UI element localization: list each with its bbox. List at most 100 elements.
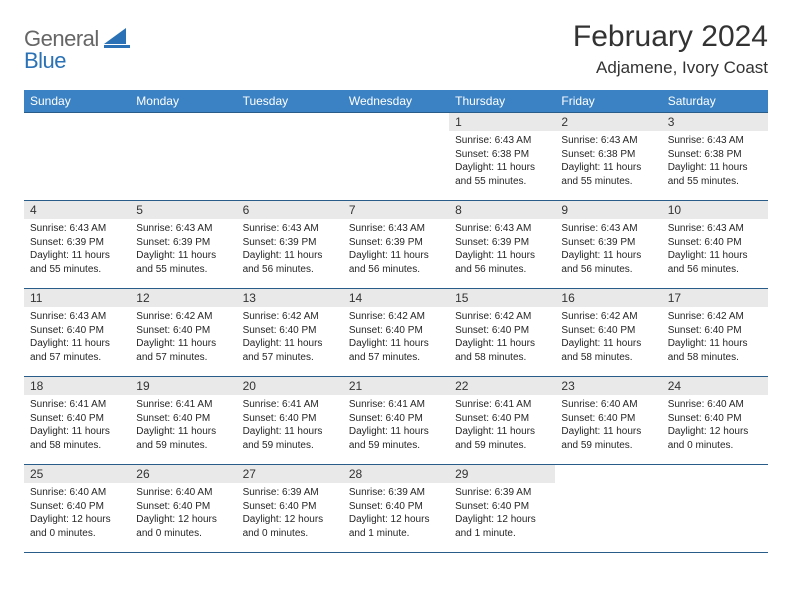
calendar-row: 18Sunrise: 6:41 AMSunset: 6:40 PMDayligh… — [24, 377, 768, 465]
day-body: Sunrise: 6:43 AMSunset: 6:39 PMDaylight:… — [555, 219, 661, 279]
day-number: 25 — [24, 465, 130, 483]
weekday-header: Friday — [555, 90, 661, 113]
day-body: Sunrise: 6:43 AMSunset: 6:39 PMDaylight:… — [24, 219, 130, 279]
day-number: 5 — [130, 201, 236, 219]
calendar-cell: 19Sunrise: 6:41 AMSunset: 6:40 PMDayligh… — [130, 377, 236, 465]
weekday-header: Sunday — [24, 90, 130, 113]
calendar-cell — [237, 113, 343, 201]
day-body: Sunrise: 6:40 AMSunset: 6:40 PMDaylight:… — [130, 483, 236, 543]
day-body — [237, 131, 343, 137]
day-number: 7 — [343, 201, 449, 219]
calendar-cell: 3Sunrise: 6:43 AMSunset: 6:38 PMDaylight… — [662, 113, 768, 201]
day-number: 12 — [130, 289, 236, 307]
day-body: Sunrise: 6:42 AMSunset: 6:40 PMDaylight:… — [343, 307, 449, 367]
day-body: Sunrise: 6:43 AMSunset: 6:39 PMDaylight:… — [343, 219, 449, 279]
day-number: 16 — [555, 289, 661, 307]
header: General Blue February 2024 Adjamene, Ivo… — [24, 20, 768, 78]
calendar-row: 25Sunrise: 6:40 AMSunset: 6:40 PMDayligh… — [24, 465, 768, 553]
calendar-row: 1Sunrise: 6:43 AMSunset: 6:38 PMDaylight… — [24, 113, 768, 201]
calendar-cell: 24Sunrise: 6:40 AMSunset: 6:40 PMDayligh… — [662, 377, 768, 465]
day-number — [662, 465, 768, 483]
day-body: Sunrise: 6:39 AMSunset: 6:40 PMDaylight:… — [343, 483, 449, 543]
brand-sail-icon — [104, 28, 130, 48]
day-body: Sunrise: 6:41 AMSunset: 6:40 PMDaylight:… — [237, 395, 343, 455]
day-number — [555, 465, 661, 483]
weekday-header-row: SundayMondayTuesdayWednesdayThursdayFrid… — [24, 90, 768, 113]
day-number: 6 — [237, 201, 343, 219]
day-number: 28 — [343, 465, 449, 483]
brand-word2: Blue — [24, 48, 66, 73]
day-body: Sunrise: 6:43 AMSunset: 6:40 PMDaylight:… — [662, 219, 768, 279]
brand-text: General Blue — [24, 26, 130, 78]
day-body: Sunrise: 6:43 AMSunset: 6:39 PMDaylight:… — [449, 219, 555, 279]
weekday-header: Wednesday — [343, 90, 449, 113]
calendar-cell: 2Sunrise: 6:43 AMSunset: 6:38 PMDaylight… — [555, 113, 661, 201]
calendar-cell: 12Sunrise: 6:42 AMSunset: 6:40 PMDayligh… — [130, 289, 236, 377]
day-number: 9 — [555, 201, 661, 219]
day-body: Sunrise: 6:41 AMSunset: 6:40 PMDaylight:… — [449, 395, 555, 455]
day-number: 10 — [662, 201, 768, 219]
calendar-cell: 1Sunrise: 6:43 AMSunset: 6:38 PMDaylight… — [449, 113, 555, 201]
day-number: 26 — [130, 465, 236, 483]
day-number: 8 — [449, 201, 555, 219]
day-number — [237, 113, 343, 131]
day-number — [24, 113, 130, 131]
day-body — [555, 483, 661, 489]
day-number: 11 — [24, 289, 130, 307]
calendar-row: 11Sunrise: 6:43 AMSunset: 6:40 PMDayligh… — [24, 289, 768, 377]
calendar-cell — [555, 465, 661, 553]
day-body: Sunrise: 6:43 AMSunset: 6:39 PMDaylight:… — [130, 219, 236, 279]
weekday-header: Thursday — [449, 90, 555, 113]
title-block: February 2024 Adjamene, Ivory Coast — [573, 20, 768, 78]
day-body — [662, 483, 768, 489]
weekday-header: Monday — [130, 90, 236, 113]
day-number: 27 — [237, 465, 343, 483]
calendar-table: SundayMondayTuesdayWednesdayThursdayFrid… — [24, 90, 768, 553]
calendar-cell: 4Sunrise: 6:43 AMSunset: 6:39 PMDaylight… — [24, 201, 130, 289]
calendar-cell — [662, 465, 768, 553]
day-number: 29 — [449, 465, 555, 483]
day-number: 22 — [449, 377, 555, 395]
calendar-cell: 8Sunrise: 6:43 AMSunset: 6:39 PMDaylight… — [449, 201, 555, 289]
weekday-header: Saturday — [662, 90, 768, 113]
calendar-cell: 28Sunrise: 6:39 AMSunset: 6:40 PMDayligh… — [343, 465, 449, 553]
day-number: 21 — [343, 377, 449, 395]
day-number: 14 — [343, 289, 449, 307]
day-body: Sunrise: 6:42 AMSunset: 6:40 PMDaylight:… — [555, 307, 661, 367]
brand-logo: General Blue — [24, 20, 130, 78]
calendar-cell: 20Sunrise: 6:41 AMSunset: 6:40 PMDayligh… — [237, 377, 343, 465]
day-number: 1 — [449, 113, 555, 131]
calendar-cell: 16Sunrise: 6:42 AMSunset: 6:40 PMDayligh… — [555, 289, 661, 377]
calendar-cell: 18Sunrise: 6:41 AMSunset: 6:40 PMDayligh… — [24, 377, 130, 465]
day-body — [130, 131, 236, 137]
day-body: Sunrise: 6:40 AMSunset: 6:40 PMDaylight:… — [662, 395, 768, 455]
day-number: 23 — [555, 377, 661, 395]
day-body: Sunrise: 6:43 AMSunset: 6:39 PMDaylight:… — [237, 219, 343, 279]
day-body: Sunrise: 6:41 AMSunset: 6:40 PMDaylight:… — [130, 395, 236, 455]
calendar-cell: 13Sunrise: 6:42 AMSunset: 6:40 PMDayligh… — [237, 289, 343, 377]
day-body: Sunrise: 6:43 AMSunset: 6:38 PMDaylight:… — [555, 131, 661, 191]
calendar-cell: 23Sunrise: 6:40 AMSunset: 6:40 PMDayligh… — [555, 377, 661, 465]
calendar-cell: 6Sunrise: 6:43 AMSunset: 6:39 PMDaylight… — [237, 201, 343, 289]
day-number: 2 — [555, 113, 661, 131]
day-number — [343, 113, 449, 131]
calendar-cell: 22Sunrise: 6:41 AMSunset: 6:40 PMDayligh… — [449, 377, 555, 465]
day-body: Sunrise: 6:42 AMSunset: 6:40 PMDaylight:… — [237, 307, 343, 367]
calendar-cell: 7Sunrise: 6:43 AMSunset: 6:39 PMDaylight… — [343, 201, 449, 289]
day-body — [24, 131, 130, 137]
calendar-cell — [130, 113, 236, 201]
day-body: Sunrise: 6:41 AMSunset: 6:40 PMDaylight:… — [343, 395, 449, 455]
day-number: 15 — [449, 289, 555, 307]
day-body: Sunrise: 6:43 AMSunset: 6:38 PMDaylight:… — [662, 131, 768, 191]
day-body: Sunrise: 6:42 AMSunset: 6:40 PMDaylight:… — [130, 307, 236, 367]
day-number: 13 — [237, 289, 343, 307]
calendar-cell: 9Sunrise: 6:43 AMSunset: 6:39 PMDaylight… — [555, 201, 661, 289]
calendar-row: 4Sunrise: 6:43 AMSunset: 6:39 PMDaylight… — [24, 201, 768, 289]
weekday-header: Tuesday — [237, 90, 343, 113]
calendar-cell: 10Sunrise: 6:43 AMSunset: 6:40 PMDayligh… — [662, 201, 768, 289]
calendar-cell: 27Sunrise: 6:39 AMSunset: 6:40 PMDayligh… — [237, 465, 343, 553]
calendar-cell: 5Sunrise: 6:43 AMSunset: 6:39 PMDaylight… — [130, 201, 236, 289]
day-body: Sunrise: 6:40 AMSunset: 6:40 PMDaylight:… — [24, 483, 130, 543]
day-number: 18 — [24, 377, 130, 395]
location: Adjamene, Ivory Coast — [573, 58, 768, 78]
